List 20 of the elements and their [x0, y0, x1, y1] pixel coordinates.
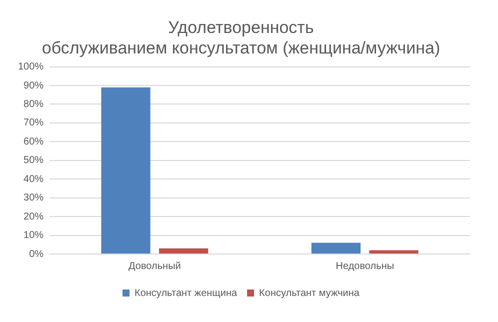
- y-tick-label: 40%: [24, 174, 44, 185]
- y-tick-label: 0%: [29, 248, 44, 260]
- y-tick-label: 90%: [24, 80, 44, 92]
- bar: [311, 242, 361, 254]
- y-tick-label: 100%: [18, 62, 44, 73]
- bar: [101, 87, 150, 254]
- bar: [159, 248, 208, 254]
- x-tick-label: Довольный: [128, 260, 181, 272]
- y-tick-label: 80%: [24, 98, 44, 110]
- y-tick-label: 70%: [24, 118, 44, 129]
- chart-title: Удолетворенность обслуживанием консультатом (женщина/мужчина): [42, 18, 440, 58]
- y-tick-label: 10%: [24, 230, 44, 242]
- y-tick-label: 60%: [24, 136, 44, 148]
- y-tick-label: 20%: [24, 211, 44, 222]
- legend-label: Консультант мужчина: [259, 288, 360, 299]
- y-tick-label: 50%: [24, 155, 44, 166]
- x-tick-label: Недовольны: [336, 260, 394, 272]
- y-tick-label: 30%: [24, 192, 44, 204]
- bar: [369, 250, 418, 254]
- legend-label: Консультант женщина: [134, 288, 238, 299]
